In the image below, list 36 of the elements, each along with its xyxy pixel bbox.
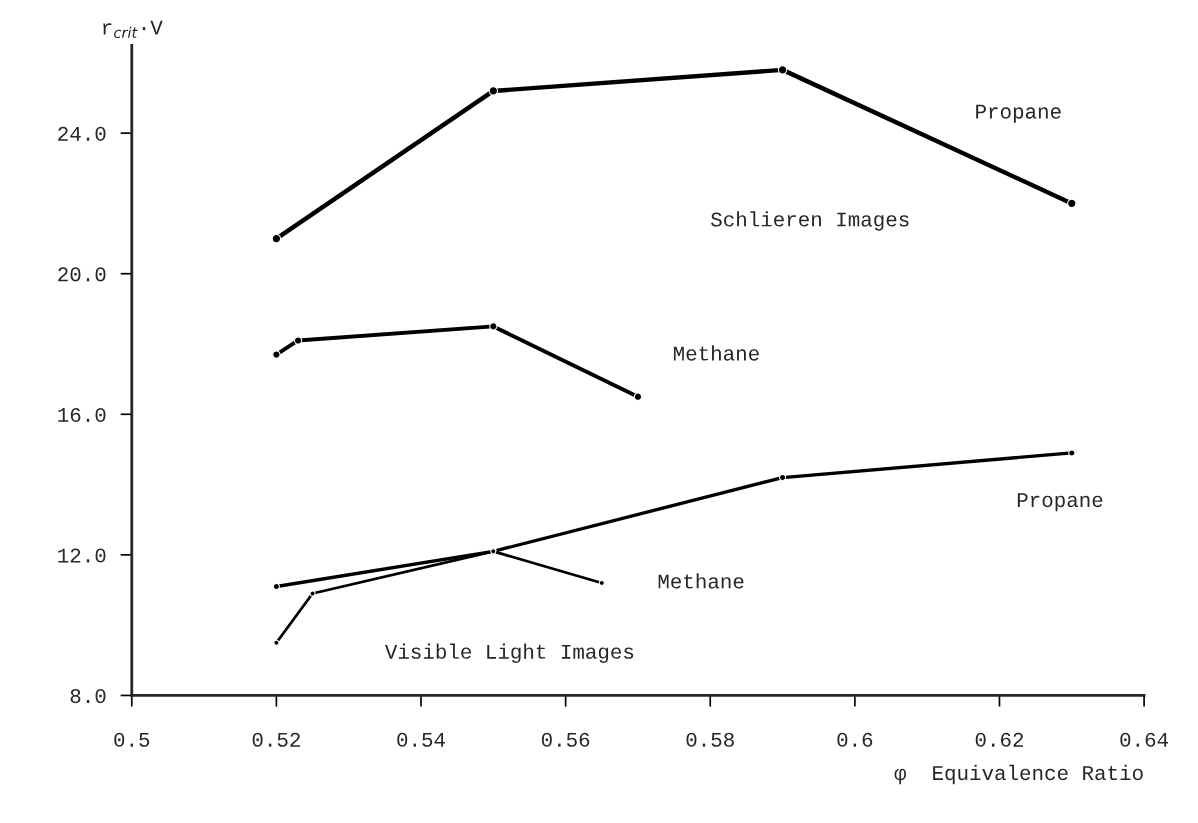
point xyxy=(633,392,643,401)
series-label: Propane xyxy=(976,104,1061,123)
x-tick-label: 0.52 xyxy=(252,732,300,747)
point xyxy=(293,336,303,345)
point xyxy=(490,548,497,555)
point xyxy=(1068,449,1076,457)
y-tick-label: 12.0 xyxy=(58,548,106,563)
text: Methane xyxy=(658,573,744,589)
x-tick-label: 0.58 xyxy=(686,732,734,747)
annotation: Visible Light Images xyxy=(384,643,634,663)
y-tick-label: 24.0 xyxy=(58,126,106,141)
x-tick-label: 0.54 xyxy=(397,732,445,747)
y-tick-label: 8.0 xyxy=(70,689,106,704)
point xyxy=(272,582,280,591)
point xyxy=(778,473,787,482)
x-tick-label: 0.56 xyxy=(541,732,590,747)
point xyxy=(273,639,280,646)
y-tick-label: 20.0 xyxy=(58,267,106,282)
point xyxy=(309,590,316,597)
y-tick-label: 16.0 xyxy=(58,407,106,423)
point xyxy=(271,233,282,244)
x-tick-label: 0.5 xyxy=(114,732,150,747)
point xyxy=(488,86,499,96)
point xyxy=(777,65,788,75)
point xyxy=(1067,198,1077,209)
text: Methane xyxy=(673,345,759,361)
series-label: Propane xyxy=(1017,493,1103,512)
x-axis-title: φ Equivalence Ratio xyxy=(894,764,1143,785)
point xyxy=(272,350,281,359)
x-tick-label: 0.6 xyxy=(837,732,873,747)
point xyxy=(598,579,605,586)
x-tick-label: 0.62 xyxy=(975,732,1023,747)
y-axis-title: r$_{crit}$·V xyxy=(103,20,163,39)
annotation: Schlieren Images xyxy=(711,211,909,231)
point xyxy=(489,322,498,331)
x-tick-label: 0.64 xyxy=(1120,732,1169,747)
